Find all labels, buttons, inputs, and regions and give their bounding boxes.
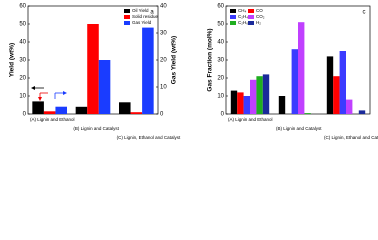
legend-swatch (230, 15, 236, 19)
y-tick-label: 60 (19, 4, 26, 10)
bar (333, 76, 340, 114)
y-tick-label: 40 (217, 40, 224, 46)
y2-tick-label: 40 (160, 4, 167, 10)
legend-swatch (124, 21, 130, 25)
bar (237, 92, 244, 114)
y-tick-label: 40 (19, 40, 26, 46)
x-tick-label: (A) Lignin and Ethanol (228, 117, 273, 122)
annotation-arrows (31, 86, 67, 101)
bar (250, 79, 257, 114)
legend-swatch (248, 21, 254, 25)
y2-tick-label: 30 (160, 31, 167, 37)
bar (32, 101, 44, 114)
bar (291, 49, 298, 115)
bar (339, 51, 346, 114)
bar (326, 56, 334, 114)
y2-tick-label: 20 (160, 58, 167, 64)
bar (262, 74, 270, 114)
legend-swatch (230, 9, 236, 13)
panel-label: a (150, 10, 154, 16)
bar (298, 22, 305, 115)
x-tick-label: (B) Lignin and Catalyst (276, 126, 322, 131)
y-tick-label: 30 (217, 58, 224, 64)
bar (142, 27, 154, 115)
legend-label: Solid residue (132, 14, 159, 19)
bar (130, 112, 143, 114)
y-tick-label: 0 (23, 112, 27, 118)
y2-tick-label: 10 (160, 85, 167, 91)
legend-label: CO₂ (256, 14, 265, 19)
bar (119, 102, 131, 114)
legend-swatch (230, 21, 236, 25)
bar (346, 99, 353, 114)
bar (278, 96, 286, 114)
bar (55, 106, 67, 114)
legend-swatch (124, 15, 130, 19)
y-tick-label: 20 (217, 76, 224, 82)
bar (256, 76, 263, 114)
y-tick-label: 50 (19, 22, 26, 28)
bar (230, 90, 238, 114)
y-axis-title: Yield (wt%) (9, 43, 16, 77)
bar (87, 24, 99, 114)
legend-label: C₂H₄ (238, 14, 248, 19)
x-tick-label: (B) Lignin and Catalyst (73, 126, 119, 131)
y-tick-label: 50 (217, 22, 224, 28)
y-tick-label: 30 (19, 58, 26, 64)
legend-label: C₂H₆ (238, 20, 248, 25)
legend-swatch (124, 9, 130, 13)
legend-label: Gas Yield (132, 20, 152, 25)
y-axis-title: Gas Fraction (mol%) (207, 28, 214, 91)
bar (304, 113, 311, 114)
x-tick-label: (C) Lignin, Ethanol and Catalyst (324, 135, 378, 140)
legend-label: CH₄ (238, 8, 246, 13)
y-tick-label: 10 (19, 94, 26, 100)
y2-tick-label: 0 (160, 112, 164, 118)
y-tick-label: 60 (217, 4, 224, 10)
legend-label: CO (256, 8, 263, 13)
bar (358, 110, 366, 114)
bar (43, 111, 56, 114)
y-tick-label: 10 (217, 94, 224, 100)
panel-label: c (363, 10, 366, 16)
bar (75, 106, 88, 114)
bar (98, 60, 111, 114)
bar (243, 96, 250, 114)
legend-swatch (248, 15, 254, 19)
legend-label: H₂ (256, 20, 261, 25)
y2-axis-title: Gas Yield (wt%) (171, 36, 178, 84)
x-tick-label: (A) Lignin and Ethanol (30, 117, 75, 122)
y-tick-label: 20 (19, 76, 26, 82)
x-tick-label: (C) Lignin, Ethanol and Catalyst (117, 135, 181, 140)
y-tick-label: 0 (221, 112, 225, 118)
legend-swatch (248, 9, 254, 13)
legend-label: Oil Yield (132, 8, 149, 13)
